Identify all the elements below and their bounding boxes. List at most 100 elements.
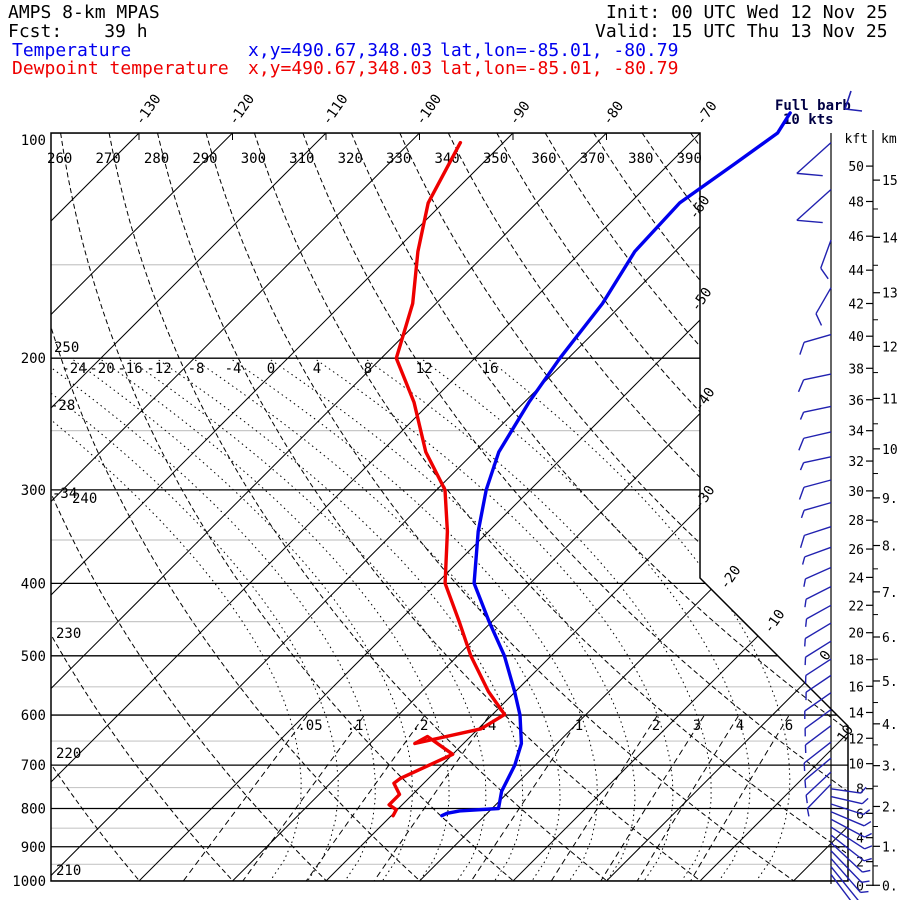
moist-adiabat-label: 4 [313,361,321,377]
pressure-label: 800 [21,802,46,818]
wind-barb [804,622,832,640]
wind-barb-feather [861,797,869,805]
dry-adiabat-line [253,133,848,881]
pressure-label: 600 [21,708,46,724]
wind-barb-feather [800,510,805,519]
wind-barb [830,834,865,862]
wind-barb [796,142,832,174]
kft-label: 30 [848,485,864,500]
wind-barb-feather [803,578,807,587]
model-title: AMPS 8-km MPAS [8,2,160,23]
moist-adiabat-label-left: -34 [52,486,77,502]
theta-label-left: 230 [56,626,81,642]
isotherm-label-top: -70 [693,98,721,128]
wind-barb [803,501,832,512]
wind-barb-feather [796,219,823,224]
dry-adiabat-line [302,133,848,881]
pressure-label: 500 [21,649,46,665]
wind-barb [820,239,832,269]
kft-label: 20 [848,627,864,642]
forecast-hour: Fcst: 39 h [8,23,148,41]
wind-barb [830,826,865,850]
mixing-ratio-label: 3 [693,718,701,734]
wind-barb-feather [804,618,808,627]
km-label: 3. [882,760,898,775]
theta-label-top: 290 [192,151,217,167]
wind-barb [830,788,861,794]
moist-adiabat-label-left: -28 [50,398,75,414]
kft-label: 10 [848,758,864,773]
kft-label: 46 [848,230,864,245]
km-label: 5. [882,675,898,690]
moist-adiabat-line [489,359,791,881]
wind-barb [804,526,832,537]
forecast-label: Fcst: [8,21,63,42]
theta-label-top: 280 [144,151,169,167]
wind-barb [803,479,832,488]
isotherm-label-edge: 0 [817,648,835,664]
mixing-ratio-label: .1 [347,718,364,734]
kft-label: 6 [856,807,864,822]
kft-label: 34 [848,425,864,440]
wind-barb [806,783,832,810]
mixing-ratio-label: 2 [652,718,660,734]
kft-label: 28 [848,514,864,529]
moist-adiabat-label: 16 [482,361,499,377]
wind-barb-feather [861,880,870,884]
theta-label-top: 350 [483,151,508,167]
legend-dewpoint-xy: x,y=490.67,348.03 [248,58,433,79]
wind-barb [803,405,832,413]
kft-label: 24 [848,571,864,586]
wind-barb-feather [820,267,829,280]
kft-label: 18 [848,654,864,669]
pressure-label: 1000 [12,874,46,890]
pressure-label: 400 [21,576,46,592]
theta-label-top: 330 [386,151,411,167]
km-label: 2. [882,800,898,815]
isotherm-label-edge: 10 [834,722,857,745]
wind-barb [803,741,832,764]
legend-temperature-latlon: lat,lon=-85.01, -80.79 [440,40,679,61]
km-label: 0. [882,879,898,894]
wind-barb [804,692,832,712]
wind-barb-feather [801,556,806,565]
moist-adiabat-label: -16 [117,361,142,377]
theta-label-left: 210 [56,863,81,879]
theta-label-left: 220 [56,746,81,762]
wind-barb-feather [862,809,871,816]
mixing-ratio-line [305,715,425,881]
moist-adiabat-label: -20 [89,361,114,377]
kft-label: 38 [848,362,864,377]
km-label: 4. [882,718,898,733]
dry-adiabat-line [593,133,848,881]
km-label: 12. [882,340,900,355]
moist-adiabat-label: 12 [416,361,433,377]
isotherm-label-edge: -40 [691,385,719,415]
km-label: 15. [882,174,900,189]
moist-adiabat-label: -24 [61,361,86,377]
mixing-ratio-label: 6 [785,718,793,734]
wind-barb [805,771,832,796]
wind-barb-feather [864,832,872,838]
wind-barb [830,811,865,827]
isotherm-label-top: -110 [319,91,351,128]
wind-barb [830,818,865,838]
dry-adiabat-line [60,133,514,881]
wind-barb [805,585,832,600]
init-time: Init: 00 UTC Wed 12 Nov 25 [606,2,888,23]
mixing-ratio-line [690,715,790,881]
wind-barb-feather [815,313,823,326]
km-label: 9. [882,492,898,507]
mixing-ratio-line [470,715,582,881]
wind-barb-feather [799,462,805,471]
moist-adiabat-label: 0 [267,361,275,377]
wind-barb-feather [864,845,873,850]
kft-label: 14 [848,706,864,721]
wind-barb [805,725,832,746]
moist-adiabat-label: -4 [225,361,242,377]
isotherm-line [51,133,233,881]
wind-barb [803,431,832,439]
theta-label-top: 300 [241,151,266,167]
pressure-label: 900 [21,840,46,856]
